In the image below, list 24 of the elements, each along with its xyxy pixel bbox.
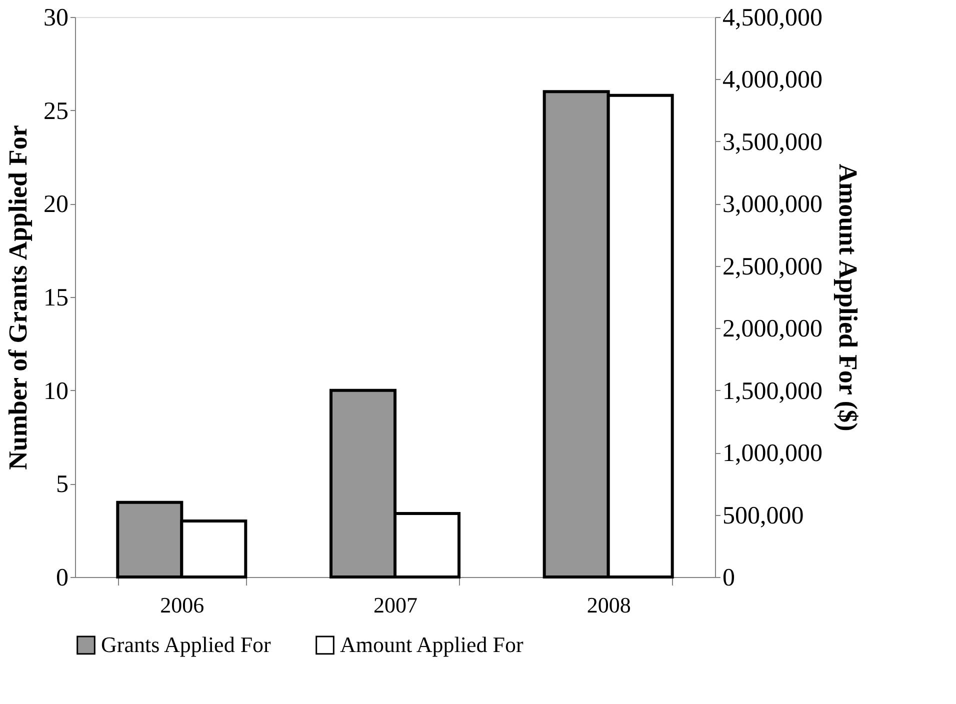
y2-tick-label: 500,000 (722, 502, 804, 530)
y2-tick-label: 0 (722, 564, 735, 592)
y-tick-label: 15 (44, 284, 68, 312)
y-tick-label: 25 (44, 98, 68, 125)
y-tick-label: 30 (44, 4, 68, 32)
y2-tick-label: 1,500,000 (722, 378, 822, 405)
legend-label: Amount Applied For (340, 632, 524, 658)
y-tick-label: 20 (44, 191, 68, 218)
y2-tick-label: 2,000,000 (722, 316, 822, 343)
y-tick-label: 5 (56, 471, 68, 498)
y2-tick-label: 1,000,000 (722, 440, 822, 468)
y2-tick-label: 2,500,000 (722, 253, 822, 280)
y2-tick-label: 4,000,000 (722, 66, 822, 94)
x-tick-label: 2008 (586, 592, 631, 618)
y-tick-label: 0 (56, 564, 68, 592)
y-axis-title: Number of Grants Applied For (4, 125, 32, 470)
x-tick-label: 2007 (374, 592, 418, 618)
y2-tick-label: 4,500,000 (722, 4, 822, 32)
y2-tick-label: 3,500,000 (722, 128, 822, 156)
y2-axis-title: Amount Applied For ($) (834, 164, 862, 432)
y2-tick-label: 3,000,000 (722, 191, 822, 218)
y-tick-label: 10 (44, 378, 68, 405)
legend-label: Grants Applied For (101, 632, 272, 658)
x-tick-label: 2006 (160, 592, 204, 618)
